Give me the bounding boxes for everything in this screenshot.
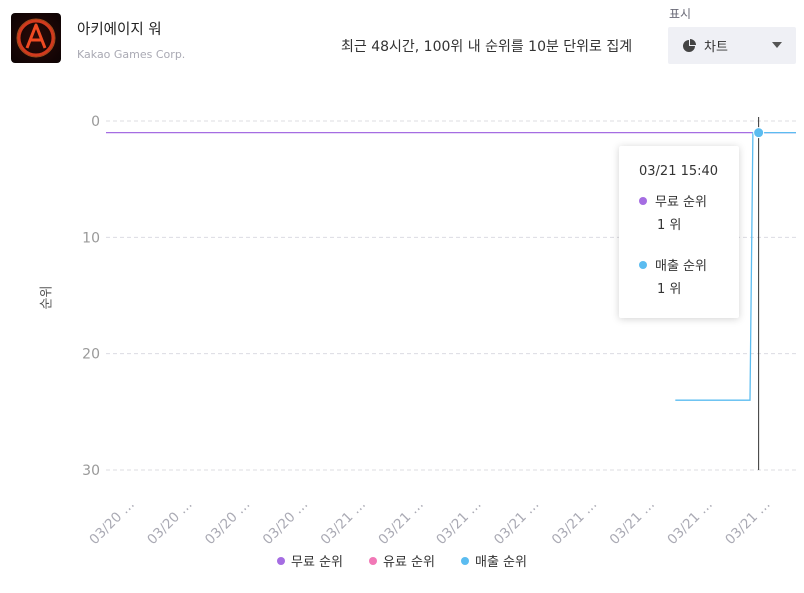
tooltip-series-row: 매출 순위 — [639, 255, 739, 274]
y-tick-label: 0 — [91, 114, 100, 130]
x-tick-label: 03/21 … — [607, 497, 658, 545]
tooltip-series-dot — [639, 260, 647, 269]
legend-item[interactable]: 유료 순위 — [369, 551, 435, 570]
legend-dot — [277, 556, 286, 565]
tooltip-series-value: 1 위 — [657, 282, 682, 297]
chart-subtitle: 최근 48시간, 100위 내 순위를 10분 단위로 집계 — [341, 39, 633, 55]
tooltip-series-value: 1 위 — [657, 218, 682, 233]
x-tick-label: 03/20 … — [260, 497, 311, 545]
x-tick-label: 03/20 … — [144, 497, 195, 545]
x-tick-label: 03/21 … — [318, 497, 369, 545]
x-tick-label: 03/21 … — [491, 497, 542, 545]
chart-legend: 무료 순위 유료 순위 매출 순위 — [0, 551, 804, 570]
legend-item[interactable]: 무료 순위 — [277, 551, 343, 570]
legend-label: 유료 순위 — [383, 555, 435, 570]
legend-dot — [369, 556, 377, 565]
y-tick-label: 30 — [82, 463, 100, 479]
tooltip-series-name: 매출 순위 — [655, 259, 707, 274]
x-tick-label: 03/21 … — [549, 497, 600, 545]
display-select-value: 차트 — [704, 40, 728, 55]
series-line-3 — [675, 131, 796, 401]
x-tick-label: 03/21 … — [433, 497, 484, 545]
display-label: 표시 — [669, 7, 692, 21]
pie-chart-icon — [683, 38, 696, 52]
x-tick-label: 03/21 … — [664, 497, 715, 545]
display-select[interactable]: 차트 — [668, 27, 796, 64]
app-title: 아키에이지 워 — [77, 22, 162, 38]
y-tick-label: 10 — [82, 230, 100, 246]
x-tick-label: 03/21 … — [375, 497, 426, 545]
hover-point — [753, 127, 765, 139]
legend-item[interactable]: 매출 순위 — [460, 551, 527, 570]
x-tick-label: 03/20 … — [86, 497, 137, 545]
legend-dot — [460, 556, 469, 565]
tooltip-series-name: 무료 순위 — [655, 195, 707, 210]
legend-label: 매출 순위 — [474, 555, 527, 570]
legend-label: 무료 순위 — [291, 555, 343, 570]
app-developer: Kakao Games Corp. — [77, 48, 186, 61]
x-tick-label: 03/20 … — [202, 497, 253, 545]
tooltip-series-dot — [639, 196, 647, 205]
x-tick-label: 03/21 … — [722, 497, 773, 545]
caret-down-icon — [772, 42, 782, 48]
chart-tooltip: 03/21 15:40 무료 순위 1 위 매출 순위 1 위 — [619, 146, 739, 318]
app-icon — [11, 13, 61, 63]
y-tick-label: 20 — [82, 347, 100, 363]
tooltip-time: 03/21 15:40 — [639, 164, 719, 179]
tooltip-series-row: 무료 순위 — [639, 191, 739, 210]
